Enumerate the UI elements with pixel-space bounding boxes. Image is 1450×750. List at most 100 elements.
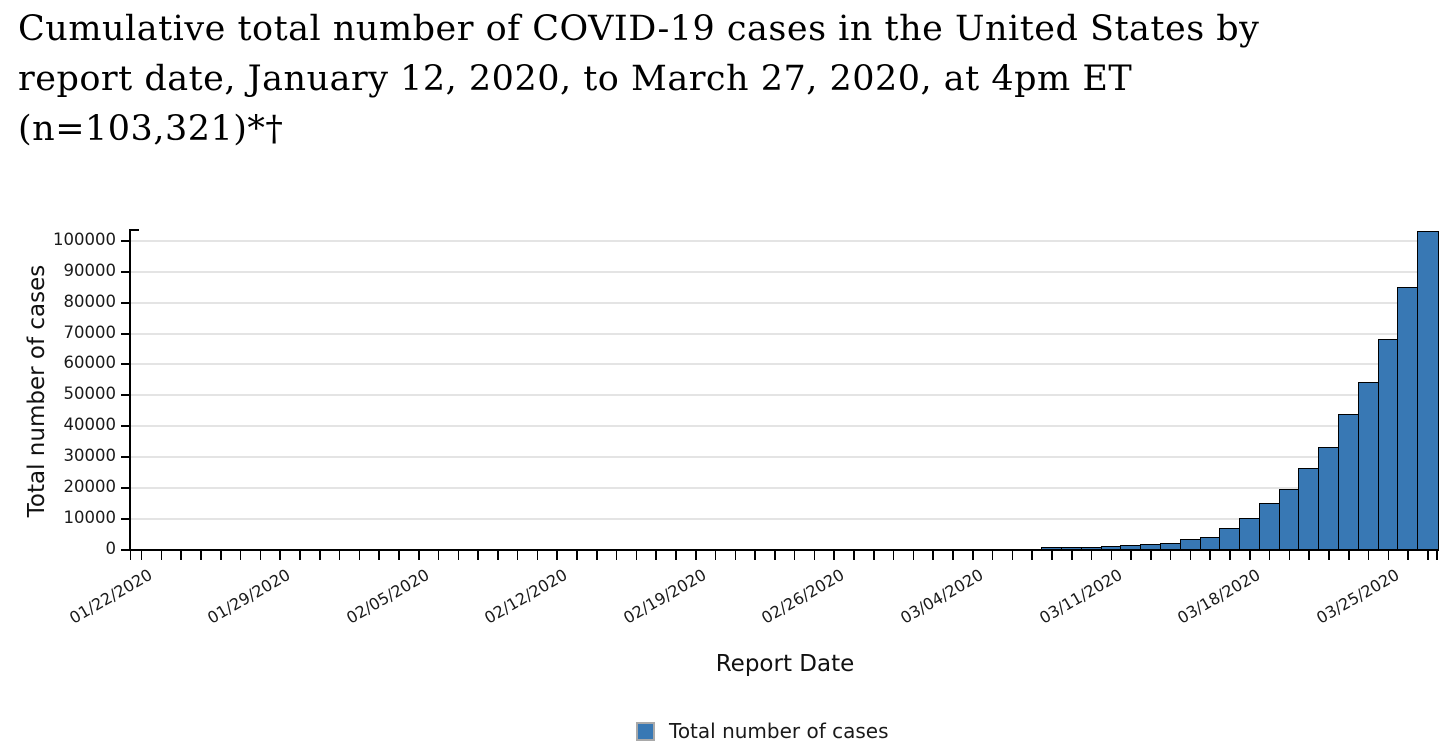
y-axis-end-cap xyxy=(129,229,139,231)
x-axis-tick xyxy=(358,551,361,560)
gridline xyxy=(131,455,1438,458)
x-axis-tick xyxy=(576,551,578,560)
y-axis-tick-label: 10000 xyxy=(63,507,117,527)
x-axis-tick xyxy=(1011,551,1014,560)
chart-title: Cumulative total number of COVID-19 case… xyxy=(18,4,1418,154)
x-axis-tick xyxy=(398,551,400,560)
x-axis-tick xyxy=(1407,551,1409,560)
x-axis-tick xyxy=(417,551,420,560)
y-axis-tick xyxy=(121,394,129,397)
y-axis-tick-label: 90000 xyxy=(63,260,117,280)
x-axis-tick xyxy=(615,551,618,560)
x-axis-tick xyxy=(793,551,796,560)
x-axis-tick xyxy=(635,551,638,560)
y-axis-tick-label: 70000 xyxy=(63,322,117,342)
y-axis-tick xyxy=(121,486,129,489)
x-axis-tick xyxy=(437,551,440,560)
x-axis-tick xyxy=(754,551,756,560)
x-axis-tick xyxy=(912,551,915,560)
x-axis-tick xyxy=(1169,551,1172,560)
chart-title-line-1: Cumulative total number of COVID-19 case… xyxy=(18,9,1260,49)
y-axis-tick xyxy=(121,548,129,551)
x-axis-corner-tick xyxy=(1436,551,1438,560)
y-axis-tick-label: 60000 xyxy=(63,353,117,373)
y-axis-tick xyxy=(121,240,129,242)
x-axis-tick xyxy=(1387,551,1390,560)
x-axis-tick xyxy=(516,551,519,560)
x-axis-tick xyxy=(1130,551,1132,560)
y-axis-tick-label: 40000 xyxy=(63,415,117,435)
bar xyxy=(1397,286,1419,550)
gridline xyxy=(131,363,1438,366)
x-axis-tick xyxy=(1090,551,1093,560)
x-axis-tick xyxy=(853,551,855,560)
gridline xyxy=(131,270,1438,273)
x-axis-tick xyxy=(536,551,539,560)
x-axis-tick xyxy=(318,551,321,560)
x-axis-tick xyxy=(556,551,559,560)
x-axis-tick-label: 01/22/2020 xyxy=(66,565,156,628)
gridline xyxy=(131,332,1438,335)
x-axis-tick xyxy=(774,551,776,560)
x-axis-tick xyxy=(180,551,183,560)
bar xyxy=(1219,528,1241,550)
x-axis-tick-label: 03/11/2020 xyxy=(1035,565,1125,628)
y-axis-tick xyxy=(121,332,129,335)
y-axis-tick xyxy=(121,363,129,366)
x-axis-tick xyxy=(497,551,499,560)
y-axis-tick-label: 80000 xyxy=(63,291,117,311)
x-axis-tick xyxy=(378,551,380,560)
x-axis-tick xyxy=(239,551,242,560)
x-axis-tick xyxy=(892,551,895,560)
x-axis-title: Report Date xyxy=(715,651,855,677)
x-axis-tick xyxy=(813,551,816,560)
y-axis-tick-label: 30000 xyxy=(63,445,117,465)
x-axis-tick xyxy=(457,551,460,560)
x-axis-tick xyxy=(873,551,875,560)
y-axis-line xyxy=(129,229,131,551)
x-axis-tick xyxy=(1347,551,1350,560)
x-axis-tick xyxy=(655,551,657,560)
bar xyxy=(1258,503,1281,550)
x-axis-line xyxy=(128,548,1439,551)
x-axis-tick-label: 03/18/2020 xyxy=(1174,565,1264,628)
x-axis-tick xyxy=(338,551,341,560)
gridline xyxy=(131,517,1438,520)
x-axis-tick xyxy=(1070,551,1073,560)
y-axis-title: Total number of cases xyxy=(24,264,50,518)
x-axis-tick xyxy=(1308,551,1310,560)
legend: Total number of cases xyxy=(636,719,889,743)
x-axis-tick xyxy=(734,551,737,560)
bar xyxy=(1298,467,1320,550)
bar xyxy=(1417,231,1439,550)
legend-label: Total number of cases xyxy=(669,719,889,743)
x-axis-tick xyxy=(1427,551,1429,560)
bar xyxy=(1377,338,1399,550)
x-axis-tick xyxy=(299,551,301,560)
x-axis-tick xyxy=(1288,551,1291,560)
gridline xyxy=(131,425,1438,428)
x-axis-tick-label: 01/29/2020 xyxy=(204,565,294,628)
y-axis-tick-label: 20000 xyxy=(63,476,117,496)
y-axis-tick-label: 50000 xyxy=(63,384,117,404)
legend-swatch xyxy=(636,721,655,741)
chart-title-line-3: (n=103,321)*† xyxy=(18,109,284,149)
x-axis-tick xyxy=(1268,551,1271,560)
x-axis-tick xyxy=(932,551,934,560)
bar xyxy=(1357,382,1380,550)
x-axis-tick xyxy=(1051,551,1053,560)
y-axis-tick xyxy=(121,301,129,304)
chart-title-line-2: report date, January 12, 2020, to March … xyxy=(18,59,1133,99)
x-axis-tick xyxy=(1367,551,1370,560)
x-axis-tick xyxy=(1328,551,1330,560)
x-axis-tick xyxy=(991,551,994,560)
x-axis-tick-label: 03/25/2020 xyxy=(1312,565,1403,628)
x-axis-tick xyxy=(675,551,677,560)
plot-area xyxy=(131,228,1439,550)
y-axis-tick xyxy=(121,517,129,520)
x-axis-tick xyxy=(279,551,281,560)
y-axis-tick xyxy=(121,270,129,273)
x-axis-tick xyxy=(1249,551,1251,560)
x-axis-corner-tick xyxy=(129,551,132,560)
